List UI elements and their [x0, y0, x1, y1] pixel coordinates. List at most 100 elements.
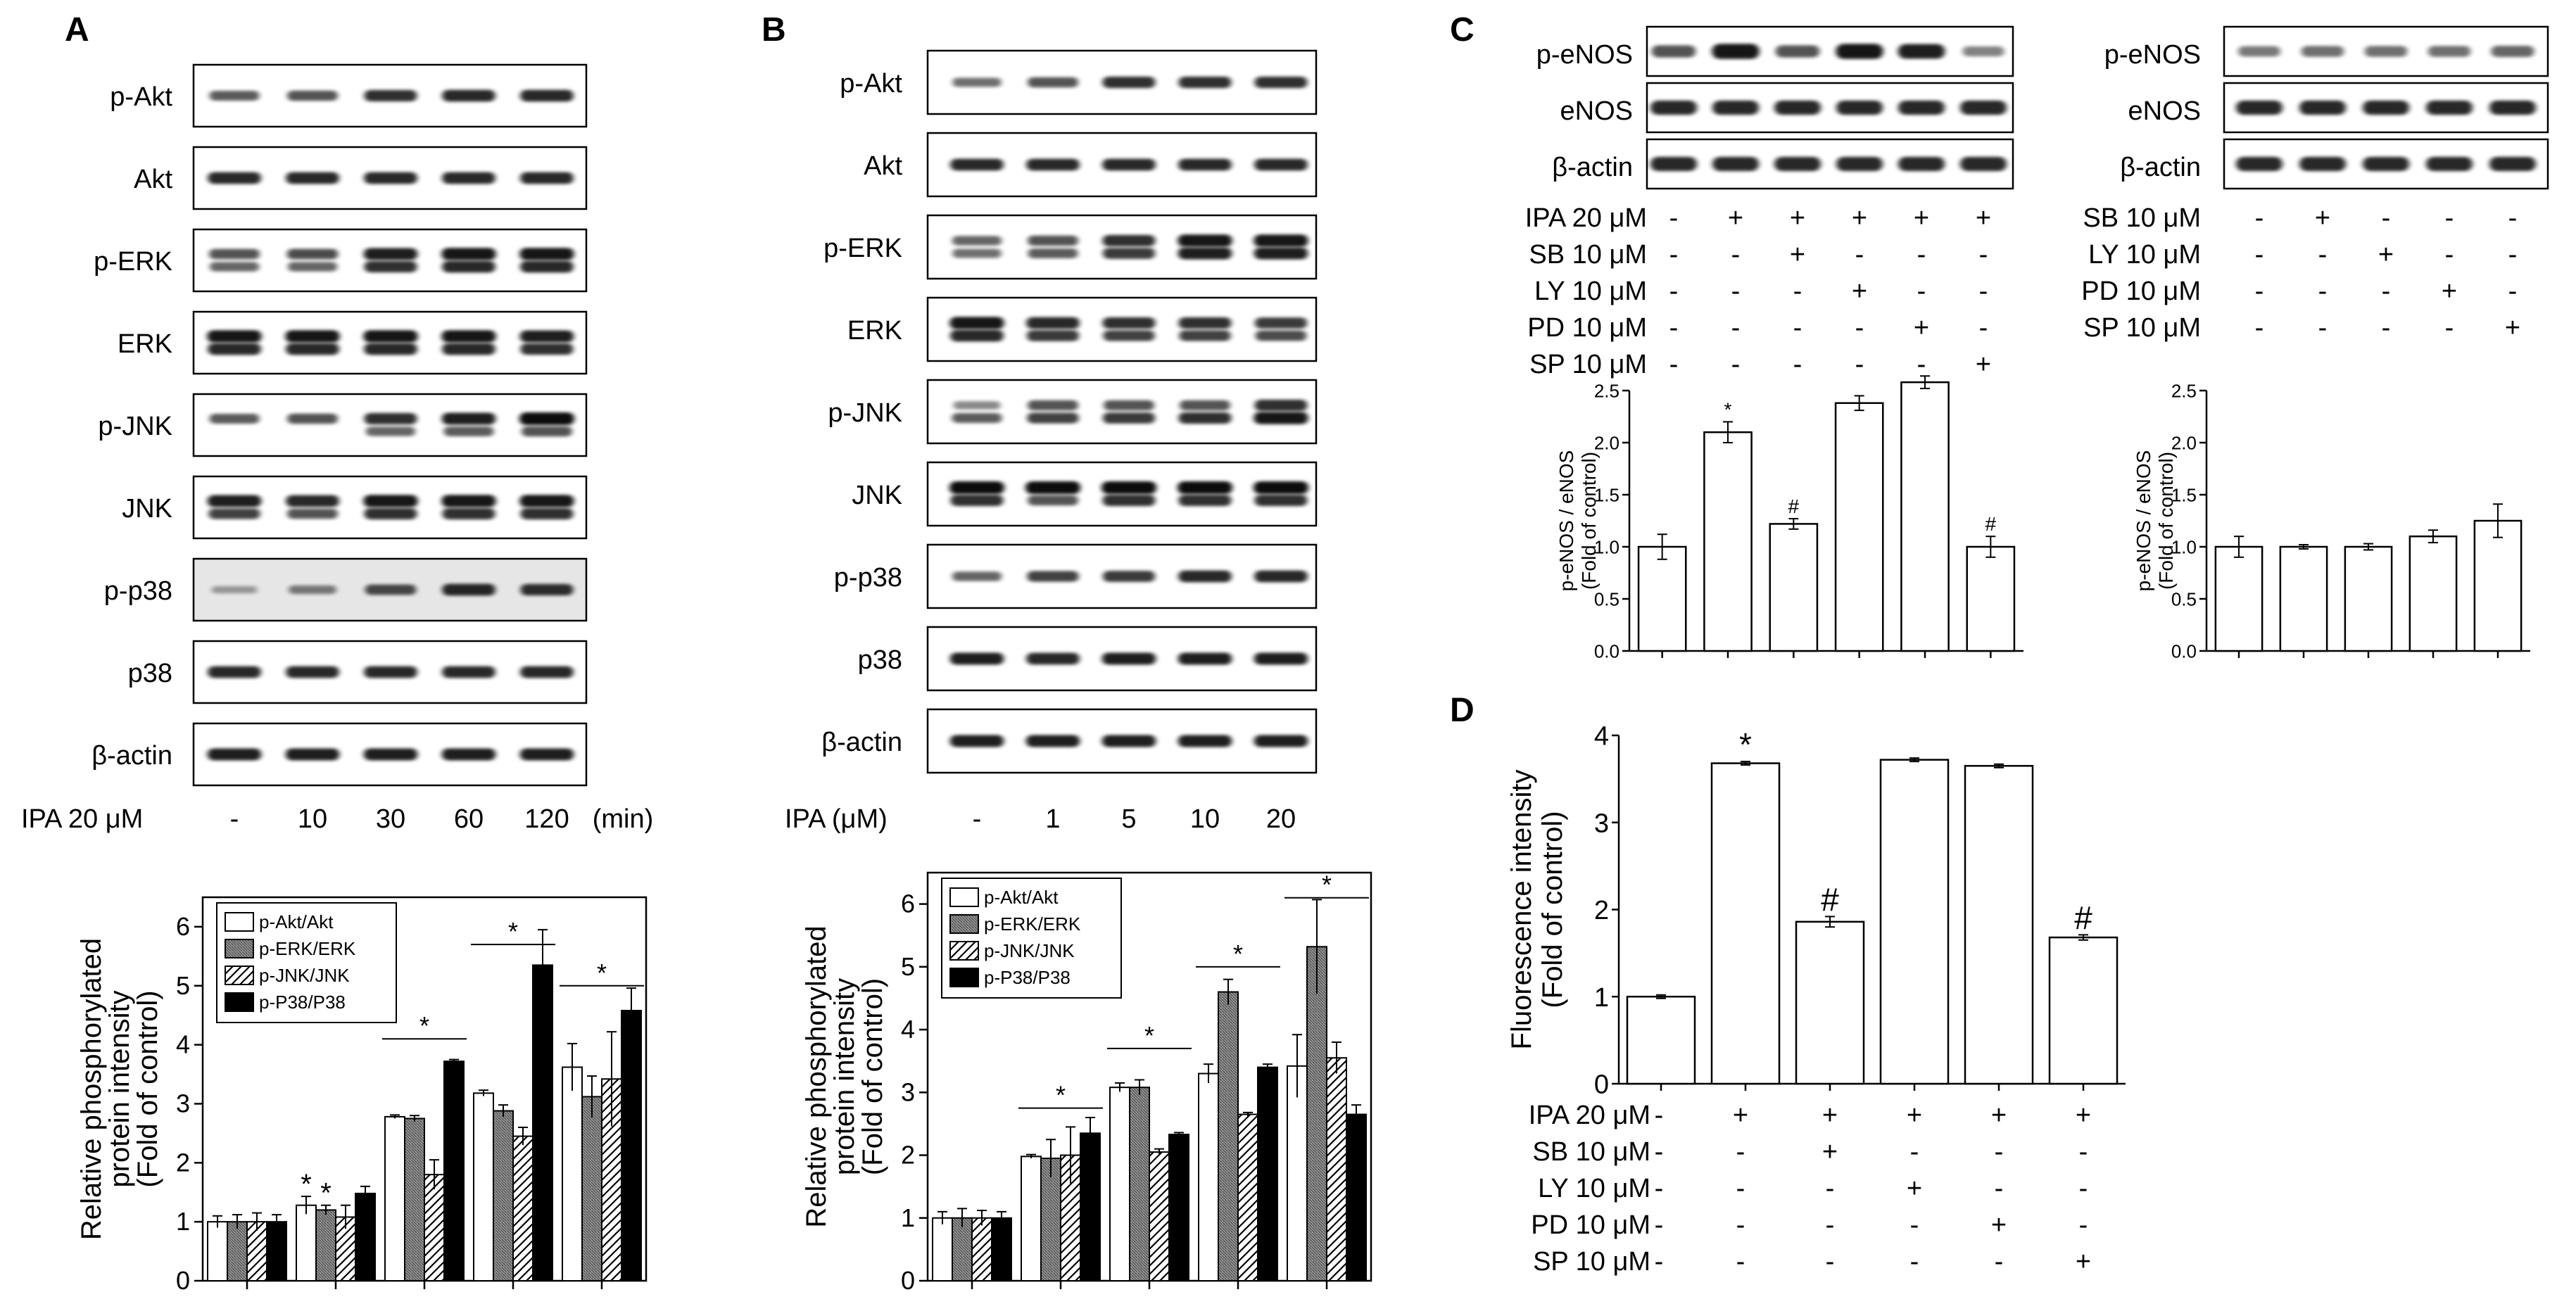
blot-a-frame-3 [192, 310, 588, 375]
blot-c-right-treatment-sign-0-1: + [2315, 203, 2330, 233]
chart-c-left-bar-4 [1900, 381, 1950, 652]
blot-b-band-5-0-0 [949, 481, 1004, 494]
blot-c-left-treatment-label-0: IPA 20 μM [1525, 203, 1647, 233]
blot-a-band-4-2-0 [364, 412, 417, 425]
blot-a-band-5-2-0 [363, 495, 418, 507]
blot-c-right-treatment-sign-0-4: - [2508, 203, 2518, 233]
chart-d-ytick-label-4: 4 [1594, 722, 1609, 752]
blot-c-left-treatment-sign-3-0: - [1669, 313, 1679, 343]
treatment-d-sign-3-4: + [1991, 1210, 2007, 1240]
chart-b-bar-2-0 [971, 1217, 992, 1282]
chart-a-legend-label-3: p-P38/P38 [259, 992, 346, 1013]
blot-c-left-treatment-sign-3-2: - [1793, 313, 1802, 343]
chart-d-bar-2 [1795, 920, 1865, 1085]
blot-a-band-1-0-0 [208, 172, 261, 184]
treatment-d-label-4: SP 10 μM [1533, 1247, 1650, 1277]
blot-c-left-treatment-sign-1-3: - [1855, 240, 1864, 270]
blot-b-band-0-2-0 [1102, 76, 1156, 89]
blot-b-band-2-1-1 [1028, 248, 1078, 258]
chart-b-ytick-label-0: 0 [901, 1266, 915, 1295]
chart-b-ylabel-1: protein intensity [829, 978, 860, 1175]
blot-b-lane-4: 20 [1266, 804, 1296, 834]
chart-d-ylabel-1: (Fold of control) [1537, 811, 1568, 1008]
blot-b-frame-3 [926, 296, 1318, 362]
blot-c-right-band-1-0 [2236, 100, 2283, 115]
treatment-d-sign-4-2: - [1826, 1247, 1835, 1277]
blot-c-right-label-1: eNOS [2128, 96, 2201, 126]
blot-a-band-1-3-0 [442, 172, 495, 184]
blot-b-band-1-1-0 [1026, 158, 1080, 171]
chart-b-bar-3-4 [1346, 1113, 1367, 1281]
blot-c-right-treatment-sign-1-1: - [2318, 240, 2328, 270]
panel-letter-a: A [65, 11, 89, 49]
blot-b-band-5-4-0 [1254, 481, 1308, 494]
blot-b-band-5-0-1 [950, 494, 1004, 507]
blot-b-band-4-2-1 [1103, 412, 1155, 424]
blot-a-band-0-0-0 [209, 91, 260, 101]
blot-c-left-band-1-2 [1774, 100, 1821, 115]
chart-b-legend-label-3: p-P38/P38 [984, 967, 1071, 988]
treatment-d-sign-3-0: - [1655, 1210, 1664, 1240]
blot-b-band-2-0-0 [952, 236, 1002, 246]
blot-c-left-band-2-0 [1650, 156, 1697, 172]
blot-c-right-band-1-1 [2299, 100, 2346, 115]
blot-b-band-1-3-0 [1178, 158, 1232, 171]
blot-b-band-2-3-1 [1177, 247, 1232, 260]
chart-b-bar-1-2 [1129, 1087, 1150, 1281]
chart-b-ylabel-0: Relative phosphorylated [801, 925, 832, 1227]
blot-b-label-1: Akt [864, 151, 902, 181]
blot-c-left-treatment-sign-3-3: - [1855, 313, 1864, 343]
treatment-d-sign-1-4: - [1995, 1137, 2004, 1167]
blot-b-band-4-3-0 [1180, 400, 1230, 411]
chart-b-legend-swatch-2 [949, 941, 979, 961]
treatment-d-sign-0-3: + [1907, 1101, 1922, 1130]
chart-b-bar-0-4 [1287, 1065, 1308, 1282]
treatment-d-sign-0-1: + [1733, 1101, 1748, 1130]
chart-b-ytick-label-6: 6 [901, 890, 915, 918]
chart-b-bar-1-0 [952, 1217, 973, 1282]
chart-b-bar-0-1 [1021, 1156, 1042, 1282]
blot-c-right-band-0-3 [2427, 46, 2471, 57]
treatment-d-sign-2-0: - [1655, 1174, 1664, 1203]
blot-b-band-8-3-0 [1177, 735, 1232, 747]
blot-b-band-2-2-1 [1103, 248, 1155, 259]
blot-c-left-treatment-sign-2-5: - [1979, 277, 1988, 306]
chart-d-marker-1: * [1739, 726, 1752, 763]
chart-d-bar-3 [1879, 759, 1950, 1085]
blot-c-right-band-0-0 [2238, 46, 2280, 57]
blot-a-band-6-1-0 [289, 585, 336, 595]
blot-b-band-3-2-1 [1103, 330, 1155, 341]
treatment-d-sign-0-0: - [1655, 1101, 1664, 1130]
chart-b-bar-3-1 [1080, 1132, 1101, 1282]
blot-a-band-8-1-0 [285, 748, 340, 761]
chart-c-right-bar-2 [2344, 545, 2393, 652]
blot-a-band-3-0-1 [208, 343, 261, 355]
treatment-d-label-0: IPA 20 μM [1529, 1101, 1650, 1130]
treatment-d-sign-1-5: - [2079, 1137, 2088, 1167]
blot-a-frame-4 [192, 393, 588, 457]
blot-a-band-3-1-1 [286, 343, 339, 355]
blot-a-label-5: JNK [122, 494, 172, 524]
blot-c-left-band-2-3 [1836, 156, 1883, 172]
blot-c-left-treatment-sign-0-4: + [1914, 203, 1929, 233]
blot-b-band-0-1-0 [1028, 77, 1078, 88]
chart-c-left-ytick-label-0: 0.0 [1594, 640, 1620, 662]
chart-c-left-ytick-label-4: 2.0 [1594, 432, 1620, 453]
blot-a-band-5-4-1 [520, 507, 574, 520]
blot-a-band-5-1-0 [286, 495, 339, 507]
blot-b-band-0-3-0 [1178, 76, 1232, 89]
blot-c-left-treatment-sign-1-0: - [1669, 240, 1679, 270]
chart-a-legend-label-2: p-JNK/JNK [259, 965, 350, 986]
blot-c-right-band-1-2 [2363, 100, 2409, 115]
chart-b-ylabel-2: (Fold of control) [857, 978, 888, 1175]
blot-c-right-band-1-4 [2489, 100, 2536, 115]
blot-c-left-treatment-sign-0-0: - [1669, 203, 1679, 233]
blot-c-left-band-0-4 [1898, 44, 1945, 59]
blot-b-band-7-2-0 [1101, 652, 1156, 665]
chart-b-sig-star-1: * [1144, 1021, 1154, 1050]
chart-b-sig-star-2: * [1233, 939, 1243, 968]
blot-a-band-3-0-0 [207, 330, 262, 343]
chart-c-left-bar-3 [1834, 402, 1884, 652]
chart-d-bar-5 [2048, 936, 2119, 1085]
blot-b-band-5-3-1 [1178, 494, 1232, 507]
